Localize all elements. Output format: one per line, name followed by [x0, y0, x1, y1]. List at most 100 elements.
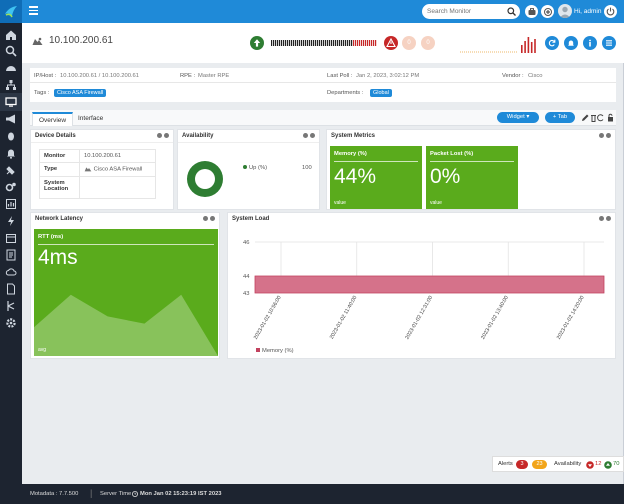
info-button[interactable]	[583, 36, 597, 50]
tag-badge[interactable]: Cisco ASA Firewall	[54, 89, 107, 97]
latency-area	[34, 294, 218, 356]
device-details-table: Monitor 10.100.200.61 Type Cisco ASA Fir…	[39, 149, 156, 199]
topology-icon[interactable]	[5, 79, 17, 91]
user-greeting[interactable]: Hi, admin	[574, 8, 602, 15]
lightning-icon[interactable]	[5, 215, 17, 227]
search-input[interactable]	[422, 4, 502, 19]
search-nav-icon[interactable]	[5, 45, 17, 57]
tab-interface[interactable]: Interface	[78, 115, 104, 122]
more-icon[interactable]	[606, 133, 611, 138]
rpe-label: RPE :	[180, 73, 196, 79]
uptime-segment	[339, 40, 341, 46]
footer-bar: Motadata : 7.7.500 | Server Time Mon Jan…	[22, 484, 624, 504]
firewall-icon	[84, 167, 92, 172]
options-icon[interactable]	[599, 216, 604, 221]
panel-controls[interactable]	[597, 216, 611, 223]
panel-controls[interactable]	[301, 133, 315, 140]
uptime-segment	[371, 40, 373, 46]
tab-overview[interactable]: Overview	[32, 112, 74, 126]
options-icon[interactable]	[203, 216, 208, 221]
uptime-segment	[275, 40, 277, 46]
uptime-timeline	[271, 40, 377, 46]
critical-alerts-badge[interactable]: 3	[516, 460, 528, 469]
notifications-button[interactable]	[564, 36, 578, 50]
refresh-button[interactable]	[545, 36, 559, 50]
edit-icon[interactable]	[582, 114, 589, 122]
panel-controls[interactable]	[155, 133, 169, 140]
megaphone-icon[interactable]	[5, 113, 17, 125]
more-icon[interactable]	[210, 216, 215, 221]
legend-marker	[243, 165, 247, 169]
packet-lost-metric-tile[interactable]: Packet Lost (%) 0% value	[426, 146, 518, 209]
more-icon[interactable]	[606, 216, 611, 221]
uptime-segment	[331, 40, 333, 46]
up-count[interactable]: 70	[613, 461, 620, 467]
app-logo[interactable]	[0, 0, 22, 23]
monitor-icon[interactable]	[5, 96, 17, 108]
x-tick-label: 2023-01-02 13:40:00	[480, 295, 510, 341]
widget-dropdown-button[interactable]: Widget ▾	[497, 112, 539, 123]
refresh-icon	[548, 39, 556, 47]
cloud-icon[interactable]	[5, 266, 17, 278]
options-icon[interactable]	[599, 133, 604, 138]
memory-metric-tile[interactable]: Memory (%) 44% value	[330, 146, 422, 209]
options-icon[interactable]	[157, 133, 162, 138]
menu-toggle-icon[interactable]	[29, 6, 38, 16]
settings-icon[interactable]	[5, 317, 17, 329]
x-tick-label: 2023-01-02 14:20:00	[556, 295, 586, 341]
y-tick-label: 46	[243, 240, 249, 246]
more-menu-button[interactable]	[602, 36, 616, 50]
uptime-segment	[299, 40, 301, 46]
legend-label: Up (%)	[249, 165, 267, 171]
sidebar	[0, 23, 22, 504]
bell-icon[interactable]	[5, 147, 17, 159]
lock-icon[interactable]	[608, 117, 613, 122]
sparkline-bar	[527, 37, 530, 53]
search-icon[interactable]	[507, 7, 516, 16]
plug-icon[interactable]	[5, 164, 17, 176]
options-icon[interactable]	[303, 133, 308, 138]
briefcase-button[interactable]	[525, 5, 538, 18]
uptime-segment	[305, 40, 307, 46]
warning-count-badge[interactable]: 0	[402, 36, 416, 50]
donut-hole	[195, 169, 215, 189]
uptime-segment	[271, 40, 273, 46]
major-alerts-badge[interactable]: 23	[532, 460, 547, 469]
table-row: System Location	[39, 175, 156, 199]
monitor-link[interactable]: 10.100.200.61	[79, 149, 156, 163]
logout-button[interactable]	[604, 5, 617, 18]
more-icon[interactable]	[164, 133, 169, 138]
down-arrow-icon	[586, 460, 594, 469]
panel-controls[interactable]	[597, 133, 611, 140]
calendar-icon[interactable]	[5, 232, 17, 244]
gears-icon[interactable]	[5, 181, 17, 193]
latency-tile[interactable]: RTT (ms) 4ms avg	[34, 229, 218, 356]
home-icon[interactable]	[5, 29, 17, 41]
document-icon[interactable]	[5, 283, 17, 295]
info-count-badge[interactable]: 0	[421, 36, 435, 50]
more-icon[interactable]	[310, 133, 315, 138]
flow-icon[interactable]	[5, 300, 17, 312]
alert-badge[interactable]	[384, 36, 398, 50]
uptime-segment	[369, 40, 371, 46]
user-avatar[interactable]	[558, 4, 572, 18]
add-button[interactable]	[541, 5, 554, 18]
bug-icon[interactable]	[5, 130, 17, 142]
panel-controls[interactable]	[201, 216, 215, 223]
uptime-segment	[315, 40, 317, 46]
bell-icon	[568, 40, 574, 46]
log-icon[interactable]	[5, 249, 17, 261]
uptime-segment	[353, 40, 355, 46]
delete-icon[interactable]	[591, 115, 596, 122]
uptime-segment	[295, 40, 297, 46]
down-count[interactable]: 12	[595, 461, 602, 467]
y-tick-label: 44	[243, 274, 250, 280]
uptime-segment	[317, 40, 319, 46]
dashboard-icon[interactable]	[5, 62, 17, 74]
uptime-segment	[281, 40, 283, 46]
add-tab-button[interactable]: + Tab	[545, 112, 575, 123]
department-badge[interactable]: Global	[370, 89, 392, 97]
refresh-tab-icon[interactable]	[597, 114, 604, 122]
report-icon[interactable]	[5, 198, 17, 210]
widget-button-label: Widget	[506, 114, 525, 120]
